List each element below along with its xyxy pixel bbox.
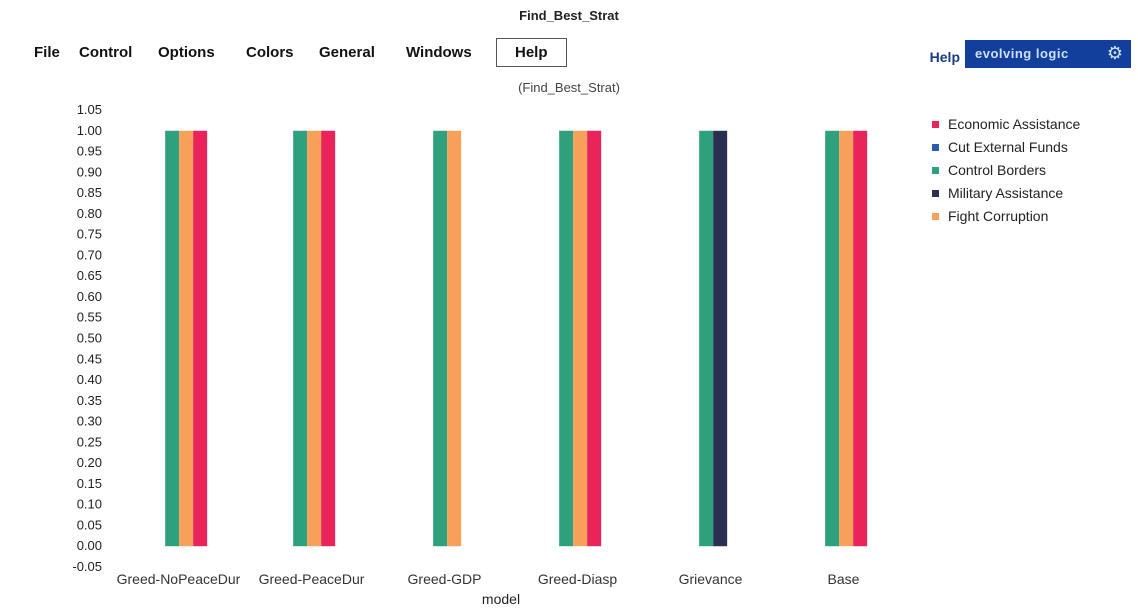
bar-fight-corruption [307, 130, 322, 547]
x-tick-label: Base [828, 571, 860, 587]
y-tick-label: 0.45 [77, 351, 102, 366]
menu-help[interactable]: Help [496, 38, 567, 67]
y-tick-label: 0.20 [77, 455, 102, 470]
x-axis-label: model [482, 591, 520, 607]
menu-control[interactable]: Control [79, 44, 133, 61]
bar-economic-assistance [321, 130, 336, 547]
bar-chart: 1.05 1.00 0.95 0.90 0.85 0.80 0.75 0.70 0.65 0.60… [72, 102, 1080, 607]
y-tick-label: 0.10 [77, 497, 102, 512]
y-tick-label: 0.75 [77, 227, 102, 242]
y-tick-label: 0.05 [77, 517, 102, 532]
x-tick-label: Greed-Diasp [538, 571, 618, 587]
bar-fight-corruption [179, 130, 194, 547]
y-tick-label: 0.70 [77, 247, 102, 262]
chart-title: (Find_Best_Strat) [518, 80, 620, 95]
menu-bar: File Control Options Colors General Wind… [0, 38, 1138, 72]
legend-label: Economic Assistance [948, 116, 1080, 132]
x-tick-label: Greed-PeaceDur [259, 571, 365, 587]
x-tick-label: Grievance [679, 571, 743, 587]
legend-swatch [932, 121, 939, 128]
y-tick-label: 0.25 [77, 434, 102, 449]
y-tick-label: 1.05 [77, 102, 102, 117]
legend-swatch [932, 144, 939, 151]
bar-fight-corruption [839, 130, 854, 547]
menu-colors[interactable]: Colors [246, 44, 294, 61]
gear-icon[interactable]: ⚙ [1106, 43, 1123, 63]
legend-label: Military Assistance [948, 185, 1063, 201]
legend-swatch [932, 213, 939, 220]
bar-fight-corruption [573, 130, 588, 547]
bar-economic-assistance [853, 130, 868, 547]
legend-swatch [932, 190, 939, 197]
bar-economic-assistance [193, 130, 208, 547]
y-tick-label: 0.15 [77, 476, 102, 491]
y-tick-label: 0.95 [77, 144, 102, 159]
legend-swatch [932, 167, 939, 174]
menu-windows[interactable]: Windows [406, 44, 472, 61]
bar-control-borders [559, 130, 574, 547]
menu-options[interactable]: Options [158, 44, 215, 61]
y-tick-label: 0.60 [77, 289, 102, 304]
bar-control-borders [699, 130, 714, 547]
bar-fight-corruption [447, 130, 462, 547]
bar-economic-assistance [587, 130, 602, 547]
y-tick-label: 0.90 [77, 164, 102, 179]
help-link[interactable]: Help [929, 49, 960, 65]
x-tick-label: Greed-NoPeaceDur [117, 571, 241, 587]
y-tick-label: 0.80 [77, 206, 102, 221]
brand-logo: evolving logic ⚙ [965, 40, 1131, 68]
y-tick-label: 0.55 [77, 310, 102, 325]
x-tick-label: Greed-GDP [408, 571, 482, 587]
y-tick-label: 0.40 [77, 372, 102, 387]
menu-general[interactable]: General [319, 44, 375, 61]
window-title: Find_Best_Strat [519, 8, 619, 23]
bar-military-assistance [713, 130, 728, 547]
bar-control-borders [165, 130, 180, 547]
bar-control-borders [825, 130, 840, 547]
y-tick-label: 0.30 [77, 414, 102, 429]
title-bar: Find_Best_Strat [0, 0, 1138, 34]
y-tick-label: 0.35 [77, 393, 102, 408]
y-tick-label: 0.85 [77, 185, 102, 200]
legend-label: Fight Corruption [948, 208, 1048, 224]
menu-file[interactable]: File [34, 44, 60, 61]
y-tick-label: 0.00 [77, 538, 102, 553]
legend-label: Control Borders [948, 162, 1046, 178]
y-tick-label: 0.65 [77, 268, 102, 283]
y-tick-label: 1.00 [77, 123, 102, 138]
y-tick-label: -0.05 [72, 559, 102, 574]
y-tick-label: 0.50 [77, 331, 102, 346]
bar-control-borders [293, 130, 308, 547]
bar-control-borders [433, 130, 448, 547]
plot-area [112, 110, 910, 567]
legend-label: Cut External Funds [948, 139, 1068, 155]
brand-text: evolving logic [975, 46, 1069, 61]
